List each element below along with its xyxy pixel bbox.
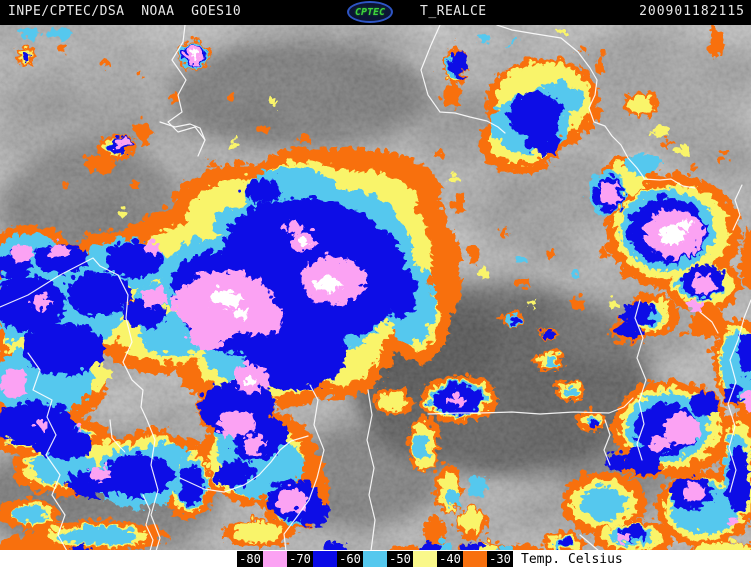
product-name: T_REALCE [420, 4, 487, 19]
legend-swatch [413, 551, 437, 567]
legend-threshold: -80 [237, 551, 263, 567]
timestamp: 200901182115 [639, 4, 745, 19]
legend-swatch [463, 551, 487, 567]
legend-threshold: -30 [487, 551, 513, 567]
map-borders [0, 25, 751, 551]
legend-swatch [263, 551, 287, 567]
cptec-logo-text: CPTEC [354, 6, 386, 18]
legend-threshold: -60 [337, 551, 363, 567]
legend-threshold: -70 [287, 551, 313, 567]
legend-bar: -80 -70 -60 -50 -40 -30 Temp. Celsius [0, 550, 751, 568]
legend-threshold: -40 [437, 551, 463, 567]
legend-threshold: -50 [387, 551, 413, 567]
cptec-logo: CPTEC [347, 1, 393, 23]
satellite-image [0, 25, 751, 551]
title-bar: INPE/CPTEC/DSA NOAA GOES10 CPTEC T_REALC… [0, 0, 751, 25]
legend-swatch [313, 551, 337, 567]
legend-swatch [363, 551, 387, 567]
station-id-text: INPE/CPTEC/DSA NOAA GOES10 [8, 4, 242, 19]
legend-title: Temp. Celsius [521, 551, 623, 567]
legend-scale: -80 -70 -60 -50 -40 -30 [237, 551, 513, 567]
enhancement-white-core-layer [187, 49, 688, 381]
